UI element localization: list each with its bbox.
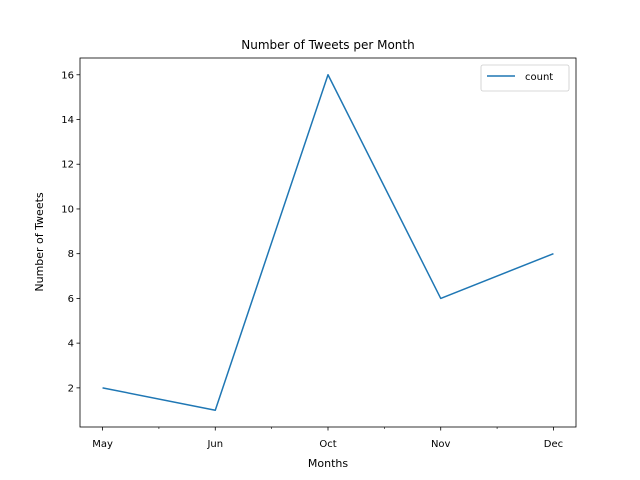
series-layer [102, 74, 554, 411]
ticks-layer: 2 4 6 8 10 12 14 16 May Jun Oct Nov Dec [61, 70, 563, 450]
y-tick-label: 4 [68, 339, 74, 350]
plot-frame [79, 57, 577, 428]
y-tick-label: 2 [68, 383, 74, 394]
series-line-count [102, 74, 554, 411]
y-tick-label: 6 [68, 294, 74, 305]
x-tick-label: Dec [544, 439, 563, 450]
y-tick-label: 10 [61, 204, 74, 215]
y-tick-label: 16 [61, 70, 74, 81]
x-tick-label: May [92, 439, 113, 450]
x-tick-label: Oct [319, 439, 336, 450]
legend: count [480, 64, 570, 92]
y-tick-label: 12 [61, 160, 74, 171]
y-tick-label: 8 [68, 249, 74, 260]
x-tick-label: Nov [431, 439, 451, 450]
legend-box [480, 64, 570, 92]
y-axis-label: Number of Tweets [33, 192, 46, 292]
chart-title: Number of Tweets per Month [241, 38, 414, 52]
y-tick-label: 14 [61, 115, 74, 126]
legend-label: count [525, 72, 553, 83]
x-tick-label: Jun [206, 439, 223, 450]
x-axis-label: Months [308, 457, 348, 470]
